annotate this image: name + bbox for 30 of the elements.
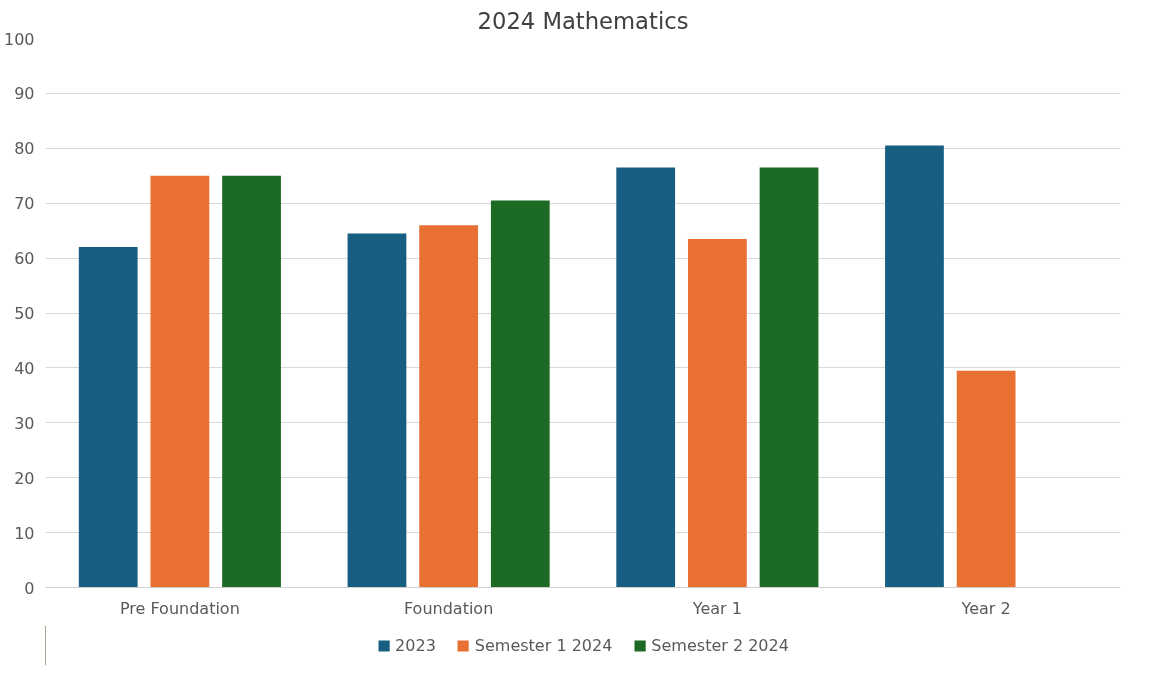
y-tick-label: 0 — [24, 578, 35, 598]
x-tick-label: Year 1 — [691, 598, 742, 618]
x-tick-label: Foundation — [403, 598, 494, 618]
x-tick-label: Year 2 — [960, 598, 1011, 618]
y-tick-label: 20 — [14, 468, 35, 488]
bar — [616, 167, 676, 588]
y-tick-label: 90 — [14, 84, 35, 104]
bar — [222, 175, 281, 588]
legend-label: Semester 1 2024 — [474, 635, 613, 655]
y-tick-label: 100 — [3, 29, 35, 49]
y-tick-label: 60 — [14, 249, 35, 269]
y-tick-label: 30 — [14, 413, 35, 433]
x-tick-label: Pre Foundation — [119, 598, 240, 618]
y-tick-label: 70 — [14, 194, 35, 214]
y-tick-label: 50 — [14, 304, 35, 323]
bar — [956, 370, 1016, 588]
y-tick-label: 80 — [14, 139, 35, 159]
legend-label: Semester 2 2024 — [651, 635, 789, 655]
bar — [759, 167, 819, 588]
legend-label: 2023 — [395, 635, 436, 655]
bar — [150, 175, 210, 588]
chart-title: 2024 Mathematics — [477, 7, 689, 34]
bar — [687, 238, 747, 588]
y-tick-label: 10 — [14, 523, 35, 543]
bar — [419, 225, 479, 588]
bar — [490, 200, 550, 588]
bar — [885, 145, 944, 588]
bar — [347, 233, 407, 588]
y-tick-label: 40 — [14, 358, 35, 378]
bar — [78, 247, 138, 588]
